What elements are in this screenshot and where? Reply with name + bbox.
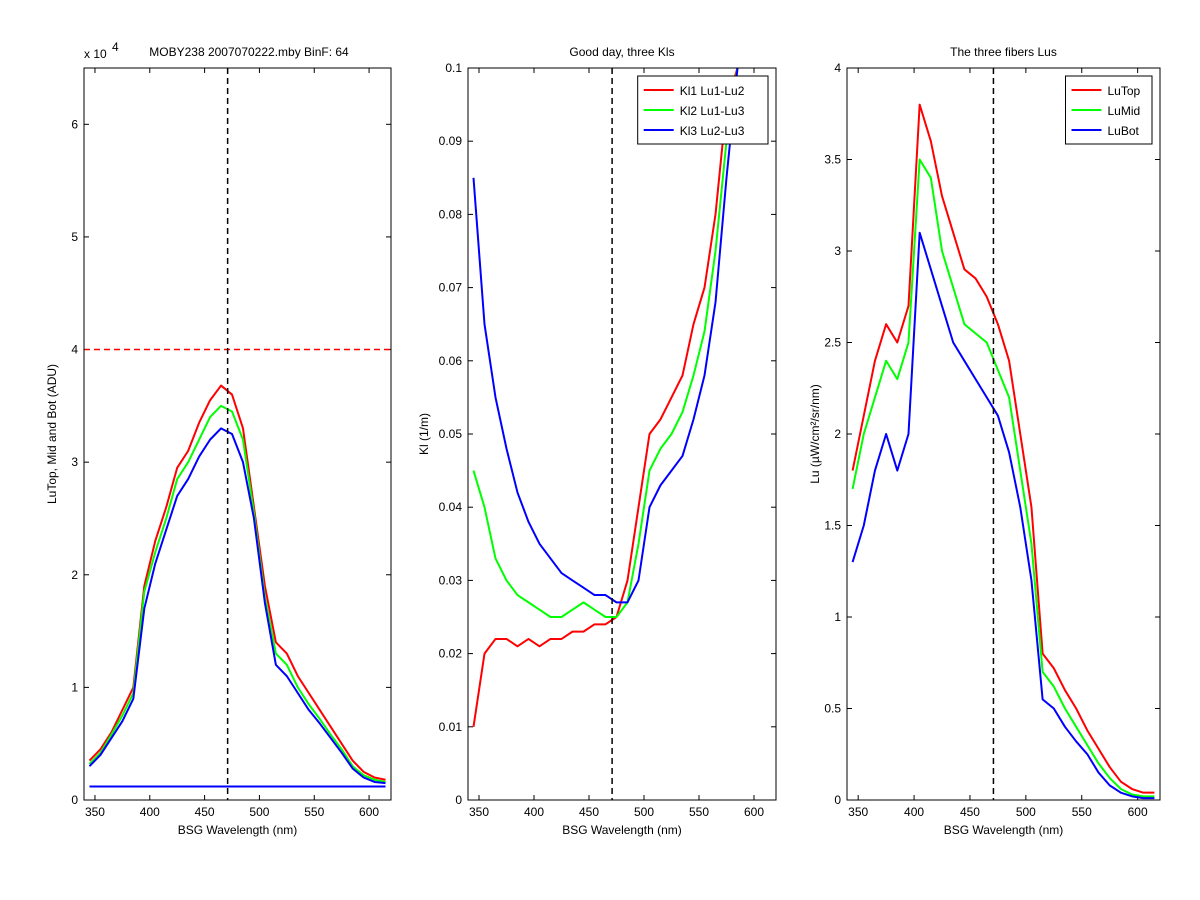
x-tick-label: 400 xyxy=(904,805,924,819)
axes-background xyxy=(84,68,391,800)
y-tick-label: 2.5 xyxy=(824,336,841,350)
legend-label: LuBot xyxy=(1108,124,1140,138)
y-tick-label: 4 xyxy=(71,343,78,357)
y-tick-label: 0 xyxy=(455,793,462,807)
y-tick-label: 3.5 xyxy=(824,153,841,167)
y-tick-label: 0 xyxy=(834,793,841,807)
x-tick-label: 550 xyxy=(304,805,324,819)
y-tick-label: 0.01 xyxy=(439,720,463,734)
y-tick-label: 4 xyxy=(834,61,841,75)
chart-title: Good day, three Kls xyxy=(569,45,674,59)
x-tick-label: 600 xyxy=(1128,805,1148,819)
plot-area xyxy=(851,68,1155,800)
panel: 350 400 450 500 550 600 0 1 2 3 4 5 6 MOBY238 2007070… xyxy=(45,40,392,837)
y-tick-label: 0.05 xyxy=(439,427,463,441)
series-line xyxy=(88,404,386,783)
chart-title: MOBY238 2007070222.mby BinF: 64 xyxy=(149,45,349,59)
panel: 350 400 450 500 550 600 0 0.5 1 1.5 2 2.5 3 3.5 4 The t… xyxy=(808,45,1161,837)
axes-frame xyxy=(846,67,1161,801)
exponent: 4 xyxy=(112,40,119,54)
y-tick-label: 0.09 xyxy=(439,134,463,148)
series-line xyxy=(472,68,739,727)
y-tick-label: 0.04 xyxy=(439,500,463,514)
y-tick-label: 1 xyxy=(834,610,841,624)
x-tick-label: 500 xyxy=(634,805,654,819)
y-tick-label: 0.5 xyxy=(824,702,841,716)
x-tick-label: 350 xyxy=(848,805,868,819)
y-tick-label: 2 xyxy=(71,568,78,582)
axes-frame xyxy=(83,67,392,801)
y-tick-label: 3 xyxy=(71,455,78,469)
plot-area xyxy=(472,68,739,800)
y-tick-label: 0.07 xyxy=(439,281,463,295)
x-tick-label: 450 xyxy=(960,805,980,819)
legend-label: Kl2 Lu1-Lu3 xyxy=(680,104,745,118)
y-tick-label: 1 xyxy=(71,680,78,694)
series-line xyxy=(472,68,739,618)
x-tick-label: 350 xyxy=(469,805,489,819)
plot-area xyxy=(84,68,391,800)
legend-label: Kl3 Lu2-Lu3 xyxy=(680,124,745,138)
x-tick-label: 450 xyxy=(195,805,215,819)
x-tick-label: 500 xyxy=(249,805,269,819)
y-tick-label: 6 xyxy=(71,117,78,131)
y-tick-label: 1.5 xyxy=(824,519,841,533)
x-tick-label: 600 xyxy=(744,805,764,819)
x-tick-label: 600 xyxy=(359,805,379,819)
x-tick-label: 500 xyxy=(1016,805,1036,819)
y-tick-label: 3 xyxy=(834,244,841,258)
legend-label: LuTop xyxy=(1108,84,1141,98)
x-tick-label: 350 xyxy=(85,805,105,819)
series-line xyxy=(88,427,386,785)
x-tick-label: 450 xyxy=(579,805,599,819)
x-tick-label: 400 xyxy=(140,805,160,819)
y-tick-label: 0.1 xyxy=(445,61,462,75)
x-axis-label: BSG Wavelength (nm) xyxy=(178,823,298,837)
exponent-base: x 10 xyxy=(84,47,107,61)
x-tick-label: 550 xyxy=(689,805,709,819)
x-tick-label: 400 xyxy=(524,805,544,819)
y-axis-label: Lu (µW/cm²/sr/nm) xyxy=(808,384,822,484)
y-tick-label: 0.06 xyxy=(439,354,463,368)
y-tick-label: 0.03 xyxy=(439,573,463,587)
series-line xyxy=(851,158,1155,798)
x-tick-label: 550 xyxy=(1072,805,1092,819)
y-tick-label: 0 xyxy=(71,793,78,807)
y-tick-label: 5 xyxy=(71,230,78,244)
legend-label: Kl1 Lu1-Lu2 xyxy=(680,84,745,98)
axes-background xyxy=(468,68,776,800)
series-line xyxy=(851,231,1155,800)
chart-title: The three fibers Lus xyxy=(950,45,1057,59)
panel: 350 400 450 500 550 600 0 0.01 0.02 0.03 0.04 0.05 0… xyxy=(417,45,777,837)
y-tick-label: 0.08 xyxy=(439,207,463,221)
legend-label: LuMid xyxy=(1108,104,1141,118)
x-axis-label: BSG Wavelength (nm) xyxy=(562,823,682,837)
y-tick-label: 2 xyxy=(834,427,841,441)
x-axis-label: BSG Wavelength (nm) xyxy=(944,823,1064,837)
series-line xyxy=(851,103,1155,794)
y-axis-label: Kl (1/m) xyxy=(417,413,431,455)
y-axis-label: LuTop, Mid and Bot (ADU) xyxy=(45,364,59,504)
axes-frame xyxy=(467,67,777,801)
y-tick-label: 0.02 xyxy=(439,647,463,661)
series-line xyxy=(472,68,739,604)
